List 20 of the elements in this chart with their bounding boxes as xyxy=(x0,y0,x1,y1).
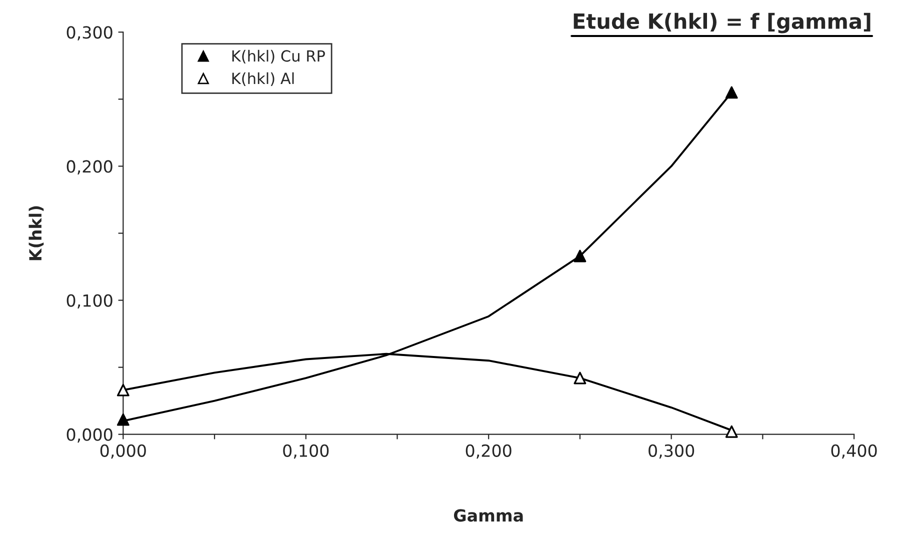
legend-label: K(hkl) Cu RP xyxy=(232,50,325,64)
point xyxy=(574,250,586,262)
x-tick-label: 0,200 xyxy=(466,444,512,459)
y-tick-label: 0,300 xyxy=(66,26,112,40)
y-tick-label: 0,200 xyxy=(66,160,112,174)
y-tick-label: 0,000 xyxy=(66,428,112,443)
chart-title: Etude K(hkl) = f [gamma] xyxy=(574,12,870,34)
y-tick-label: 0,100 xyxy=(66,294,112,309)
point xyxy=(725,86,738,99)
point xyxy=(725,425,738,438)
x-tick-label: 0,300 xyxy=(648,444,694,459)
point xyxy=(116,384,130,396)
x-axis-title: Gamma xyxy=(454,509,523,522)
x-tick-label: 0,000 xyxy=(100,444,146,459)
y-axis-title: K(hkl) xyxy=(28,206,44,260)
point xyxy=(116,413,130,426)
point xyxy=(574,372,586,384)
legend-label: K(hkl) Al xyxy=(232,72,294,86)
x-tick-label: 0,100 xyxy=(283,444,329,459)
x-tick-label: 0,400 xyxy=(831,444,877,459)
